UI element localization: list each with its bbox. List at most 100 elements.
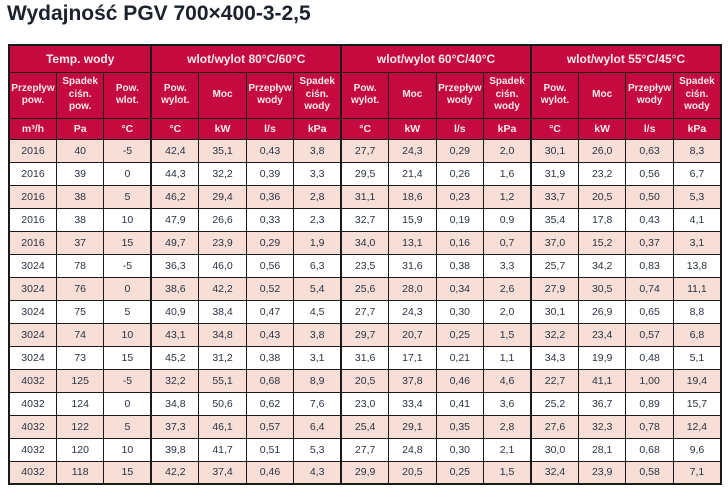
unit-header: l/s — [245, 117, 295, 140]
table-cell: 0,38 — [245, 345, 295, 370]
table-cell: 2,8 — [293, 184, 342, 209]
table-cell: 0,47 — [245, 299, 295, 324]
table-cell: 0,29 — [245, 230, 295, 255]
table-cell: 24,8 — [388, 437, 437, 462]
table-cell: 0,36 — [245, 184, 295, 209]
table-cell: 3,3 — [293, 161, 342, 186]
table-cell: -5 — [103, 368, 152, 393]
table-cell: 17,8 — [577, 207, 627, 232]
table-cell: 15 — [103, 460, 152, 485]
table-cell: 0,21 — [435, 345, 485, 370]
table-row: 4032 122 5 37,3 46,1 0,57 6,4 25,4 29,1 0,35 2,8 27… — [8, 414, 722, 439]
column-header: Przepływ wody — [435, 71, 485, 119]
table-cell: 0,89 — [625, 391, 674, 416]
unit-header: kPa — [672, 117, 722, 140]
column-header: Spadek ciśn. wody — [672, 71, 722, 119]
unit-row: m³/h Pa °C °C kW l/s kPa °C kW l/s kPa °C kW l/s kPa — [8, 117, 722, 140]
table-cell: 40,9 — [150, 299, 200, 324]
table-cell: 1,9 — [293, 230, 342, 255]
table-cell: 34,8 — [150, 391, 200, 416]
table-cell: 0,43 — [245, 322, 295, 347]
table-cell: 6,8 — [672, 322, 722, 347]
table-cell: 29,1 — [388, 414, 437, 439]
table-row: 3024 75 5 40,9 38,4 0,47 4,5 27,7 24,3 0,30 2,0 30,… — [8, 299, 722, 324]
table-cell: 4,3 — [293, 460, 342, 485]
table-cell: 0,38 — [435, 253, 485, 278]
table-cell: 26,6 — [198, 207, 247, 232]
table-cell: 0,25 — [435, 322, 485, 347]
table-cell: 25,2 — [529, 391, 579, 416]
table-cell: 20,7 — [388, 322, 437, 347]
table-cell: 1,5 — [483, 460, 532, 485]
column-header: Moc — [577, 71, 627, 119]
table-cell: 29,4 — [198, 184, 247, 209]
table-cell: 4,1 — [672, 207, 722, 232]
table-cell: 23,0 — [340, 391, 390, 416]
table-cell: 4032 — [8, 414, 57, 439]
table-cell: 27,9 — [529, 276, 579, 301]
table-cell: 0,25 — [435, 460, 485, 485]
table-cell: 0,62 — [245, 391, 295, 416]
table-body: 2016 40 -5 42,4 35,1 0,43 3,8 27,7 24,3 0,29 2,0 30… — [8, 138, 722, 485]
table-cell: 26,9 — [577, 299, 627, 324]
column-header: Pow. wylot. — [529, 71, 579, 119]
table-cell: 31,1 — [340, 184, 390, 209]
table-cell: 2016 — [8, 184, 57, 209]
group-header: wlot/wylot 55°C/45°C — [529, 44, 722, 73]
table-cell: 125 — [55, 368, 105, 393]
table-cell: 2,0 — [483, 299, 532, 324]
table-cell: 10 — [103, 322, 152, 347]
table-row: 3024 76 0 38,6 42,2 0,52 5,4 25,6 28,0 0,34 2,6 27,… — [8, 276, 722, 301]
unit-header: °C — [150, 117, 200, 140]
table-cell: 12,4 — [672, 414, 722, 439]
table-cell: 74 — [55, 322, 105, 347]
table-cell: 29,7 — [340, 322, 390, 347]
table-cell: 1,1 — [483, 345, 532, 370]
table-cell: 39,8 — [150, 437, 200, 462]
table-cell: 3024 — [8, 322, 57, 347]
table-row: 2016 38 5 46,2 29,4 0,36 2,8 31,1 18,6 0,23 1,2 33,… — [8, 184, 722, 209]
table-row: 2016 37 15 49,7 23,9 0,29 1,9 34,0 13,1 0,16 0,7 37… — [8, 230, 722, 255]
table-cell: 0 — [103, 161, 152, 186]
table-cell: 2016 — [8, 138, 57, 163]
table-cell: 0,33 — [245, 207, 295, 232]
table-cell: 32,7 — [340, 207, 390, 232]
table-cell: 32,2 — [150, 368, 200, 393]
table-cell: 0,68 — [625, 437, 674, 462]
table-cell: 78 — [55, 253, 105, 278]
unit-header: °C — [529, 117, 579, 140]
column-header: Przepływ wody — [245, 71, 295, 119]
unit-header: kW — [388, 117, 437, 140]
table-cell: 0 — [103, 276, 152, 301]
table-cell: 30,1 — [529, 299, 579, 324]
table-cell: 11,1 — [672, 276, 722, 301]
table-cell: 46,1 — [198, 414, 247, 439]
table-cell: 0,83 — [625, 253, 674, 278]
table-cell: 2016 — [8, 161, 57, 186]
table-cell: 24,3 — [388, 299, 437, 324]
table-cell: 43,1 — [150, 322, 200, 347]
table-cell: 3024 — [8, 345, 57, 370]
table-row: 2016 40 -5 42,4 35,1 0,43 3,8 27,7 24,3 0,29 2,0 30… — [8, 138, 722, 163]
table-cell: 0,65 — [625, 299, 674, 324]
unit-header: kPa — [293, 117, 342, 140]
table-cell: 15 — [103, 345, 152, 370]
table-cell: 47,9 — [150, 207, 200, 232]
table-row: 2016 38 10 47,9 26,6 0,33 2,3 32,7 15,9 0,19 0,9 35… — [8, 207, 722, 232]
table-cell: 0,23 — [435, 184, 485, 209]
table-cell: 29,5 — [340, 161, 390, 186]
table-cell: 1,2 — [483, 184, 532, 209]
table-cell: 0,30 — [435, 299, 485, 324]
table-cell: 5 — [103, 299, 152, 324]
table-row: 4032 118 15 42,2 37,4 0,46 4,3 29,9 20,5 0,25 1,5 3… — [8, 460, 722, 485]
table-row: 3024 73 15 45,2 31,2 0,38 3,1 31,6 17,1 0,21 1,1 34… — [8, 345, 722, 370]
table-row: 4032 125 -5 32,2 55,1 0,68 8,9 20,5 37,8 0,46 4,6 2… — [8, 368, 722, 393]
table-cell: 37 — [55, 230, 105, 255]
table-cell: 3,8 — [293, 138, 342, 163]
table-cell: 35,4 — [529, 207, 579, 232]
table-row: 2016 39 0 44,3 32,2 0,39 3,3 29,5 21,4 0,26 1,6 31,… — [8, 161, 722, 186]
table-cell: 3024 — [8, 299, 57, 324]
table-cell: 50,6 — [198, 391, 247, 416]
table-cell: 5,4 — [293, 276, 342, 301]
table-cell: 13,1 — [388, 230, 437, 255]
